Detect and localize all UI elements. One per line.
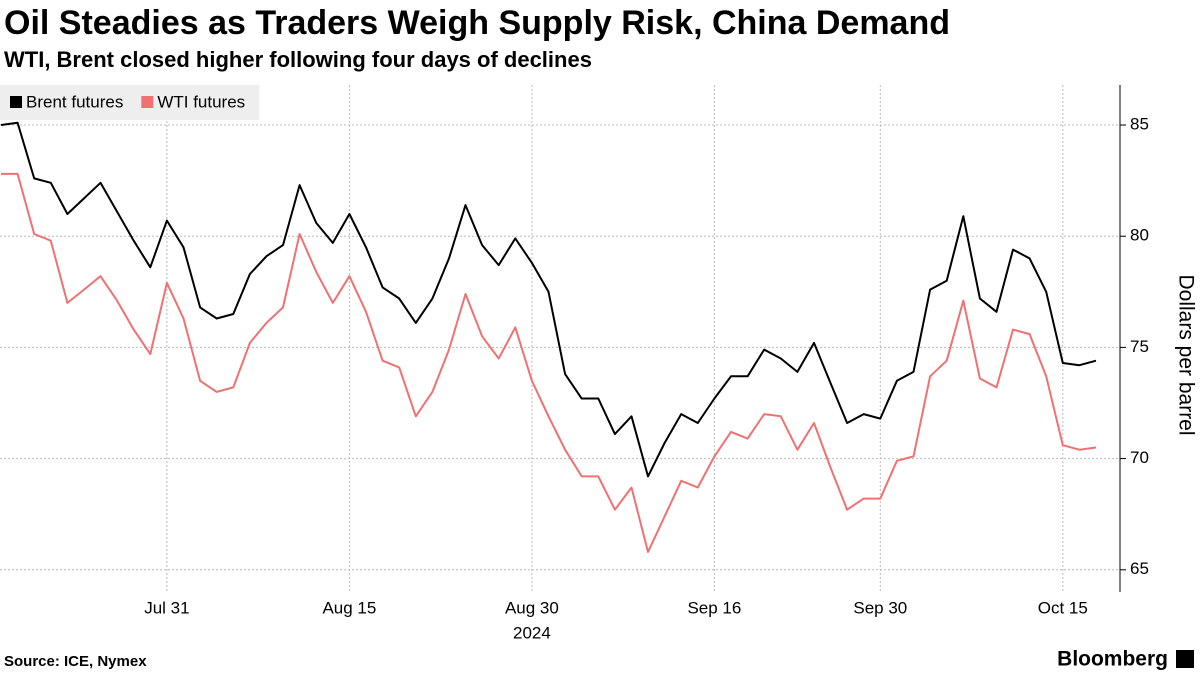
brand: Bloomberg (1057, 648, 1168, 671)
x-tick-label: Sep 30 (853, 598, 907, 617)
legend-label: Brent futures (26, 92, 123, 111)
series-line (0, 121, 1097, 478)
x-year-label: 2024 (513, 623, 551, 642)
y-tick-label: 80 (1130, 226, 1149, 245)
x-tick-label: Oct 15 (1038, 598, 1088, 617)
source: Source: ICE, Nymex (4, 653, 147, 670)
y-tick-label: 75 (1130, 337, 1149, 356)
legend-label: WTI futures (157, 92, 245, 111)
legend-swatch (141, 96, 154, 108)
x-tick-label: Sep 16 (687, 598, 741, 617)
y-axis-label: Dollars per barrel (1174, 274, 1197, 435)
chart-subtitle: WTI, Brent closed higher following four … (4, 47, 592, 72)
y-tick-label: 85 (1130, 115, 1149, 134)
x-tick-label: Aug 15 (322, 598, 376, 617)
legend-swatch (10, 96, 22, 108)
chart-title: Oil Steadies as Traders Weigh Supply Ris… (4, 4, 950, 42)
x-tick-label: Aug 30 (505, 598, 559, 617)
y-tick-label: 70 (1130, 448, 1149, 467)
legend-box (0, 85, 260, 120)
y-tick-label: 65 (1130, 559, 1149, 578)
brand-icon (1176, 650, 1194, 668)
x-tick-label: Jul 31 (144, 598, 189, 617)
series-line (1, 172, 1097, 553)
